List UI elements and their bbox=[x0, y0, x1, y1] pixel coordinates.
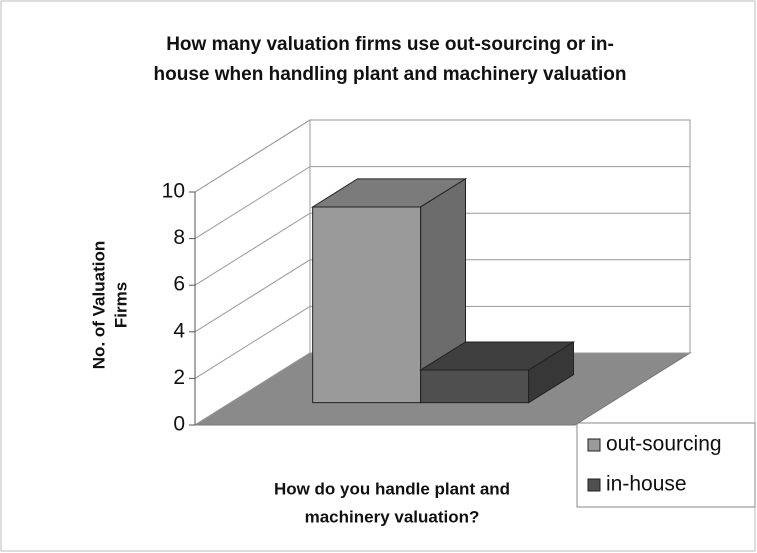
chart-title: house when handling plant and machinery … bbox=[154, 64, 627, 85]
bar-front bbox=[312, 206, 422, 404]
y-tick-label: 8 bbox=[173, 226, 185, 249]
legend-swatch bbox=[587, 478, 601, 492]
y-tick-label: 4 bbox=[173, 319, 185, 342]
y-tick-label: 0 bbox=[173, 413, 185, 436]
y-tick-label: 2 bbox=[173, 366, 185, 389]
chart-title: How many valuation firms use out-sourcin… bbox=[166, 34, 614, 55]
bar-front bbox=[420, 369, 530, 404]
bar-side bbox=[528, 341, 574, 404]
grid-line bbox=[194, 305, 690, 379]
grid-line bbox=[194, 259, 690, 333]
grid-line bbox=[194, 119, 690, 193]
grid-line bbox=[194, 166, 690, 240]
x-axis-label: machinery valuation? bbox=[305, 507, 480, 526]
y-tick-label: 10 bbox=[162, 180, 185, 203]
legend-box bbox=[576, 422, 756, 508]
x-axis-label: How do you handle plant and bbox=[274, 479, 510, 498]
legend-label: out-sourcing bbox=[606, 433, 722, 456]
grid-line bbox=[194, 212, 690, 286]
legend-swatch bbox=[587, 438, 601, 452]
y-tick-label: 6 bbox=[173, 273, 185, 296]
legend-label: in-house bbox=[606, 473, 687, 496]
y-axis-label: No. of Valuation Firms bbox=[89, 241, 130, 369]
y-axis-label-line: No. of Valuation bbox=[89, 241, 108, 369]
y-axis-label-line: Firms bbox=[111, 282, 130, 328]
